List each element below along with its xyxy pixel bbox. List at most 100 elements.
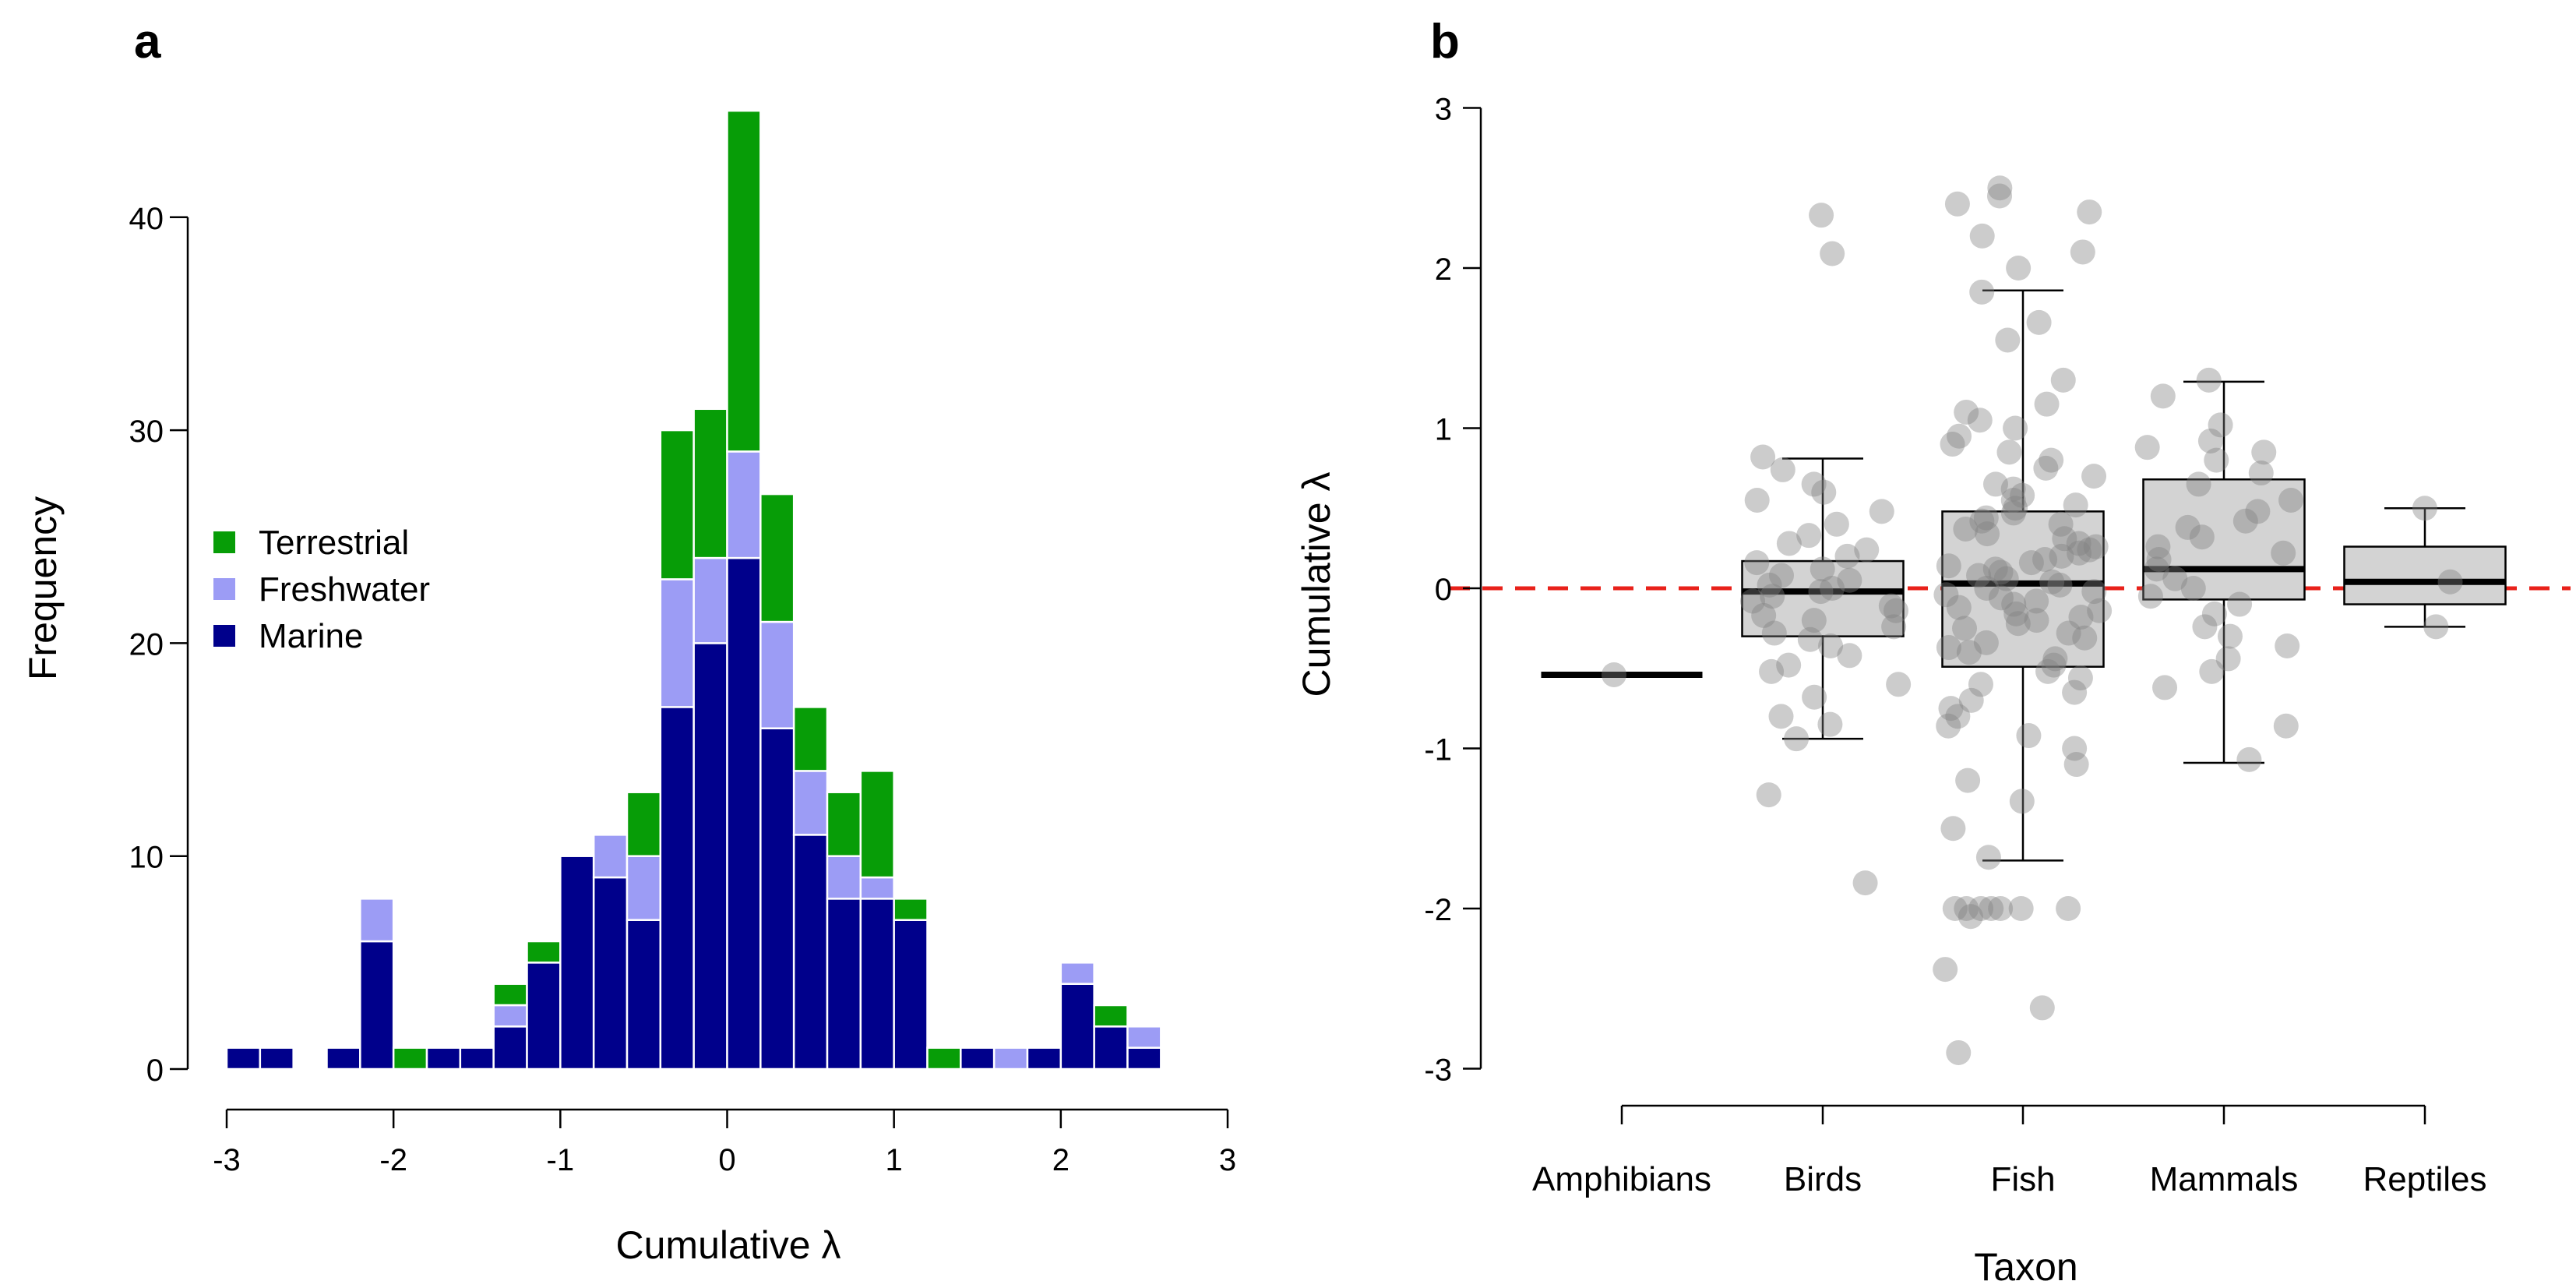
data-point-fish xyxy=(2050,367,2076,393)
data-point-fish xyxy=(2077,537,2102,563)
data-point-birds xyxy=(1757,572,1782,598)
histogram-bar-marine xyxy=(492,1025,528,1071)
histogram-bar-freshwater xyxy=(826,855,862,900)
data-point-mammals xyxy=(2217,623,2243,649)
y-tick-label: 10 xyxy=(129,841,164,875)
histogram-bar-terrestrial xyxy=(759,492,795,623)
data-point-mammals xyxy=(2201,601,2227,626)
data-point-fish xyxy=(2081,579,2107,605)
data-point-fish xyxy=(1969,508,1995,534)
histogram-bar-marine xyxy=(792,834,829,1071)
histogram-bar-terrestrial xyxy=(859,770,895,879)
y-tick-label: -2 xyxy=(1424,893,1452,927)
data-point-fish xyxy=(1975,845,2001,870)
histogram-bar-freshwater xyxy=(359,898,395,943)
data-point-fish xyxy=(1933,582,1959,608)
data-point-birds xyxy=(1837,567,1862,593)
boxplot-panel: b -3 -2 -1 0 1 2 3 Amphibians Birds Fish Mammals R… xyxy=(1295,15,2571,1288)
data-point-fish xyxy=(2032,547,2058,573)
data-point-birds xyxy=(1809,203,1834,228)
histogram-bar-terrestrial xyxy=(659,429,695,580)
histogram-bar-terrestrial xyxy=(792,706,829,772)
histogram-bar-marine xyxy=(859,898,895,1071)
data-point-fish xyxy=(2042,646,2068,672)
data-point-birds xyxy=(1744,550,1770,576)
histogram-bar-marine xyxy=(1026,1046,1062,1071)
data-point-birds xyxy=(1768,704,1794,729)
data-point-fish xyxy=(1996,439,2022,465)
panel-label-b: b xyxy=(1430,15,1460,69)
legend-swatch-marine xyxy=(213,625,235,647)
legend-swatch-freshwater xyxy=(213,578,235,600)
y-tick-label: -1 xyxy=(1424,733,1452,768)
data-point-fish xyxy=(1973,630,1999,655)
data-point-fish xyxy=(2029,995,2055,1021)
data-point-fish xyxy=(1995,327,2021,353)
data-point-fish xyxy=(1956,640,1982,665)
data-point-fish xyxy=(2035,658,2061,684)
histogram-bar-marine xyxy=(559,855,595,1071)
data-point-birds xyxy=(1744,487,1770,513)
data-point-fish xyxy=(1942,896,1968,921)
data-point-mammals xyxy=(2208,412,2233,438)
data-point-fish xyxy=(2008,896,2034,921)
legend-label-terrestrial: Terrestrial xyxy=(259,524,409,562)
data-point-mammals xyxy=(2146,547,2172,573)
data-point-fish xyxy=(2009,789,2035,814)
data-point-fish xyxy=(1969,279,1995,305)
data-point-fish xyxy=(1968,896,1994,921)
data-point-birds xyxy=(1820,576,1845,601)
x-tick-label: 1 xyxy=(886,1143,903,1177)
data-point-birds xyxy=(1852,870,1878,896)
data-point-fish xyxy=(2033,455,2059,481)
x-tick-label: Fish xyxy=(1990,1160,2055,1198)
data-point-mammals xyxy=(2199,658,2225,684)
data-point-birds xyxy=(1770,457,1795,482)
data-point-fish xyxy=(2077,199,2102,225)
data-point-mammals xyxy=(2175,514,2201,540)
box-fish xyxy=(1941,289,2105,862)
x-tick-label: Birds xyxy=(1784,1160,1862,1198)
data-point-fish xyxy=(1969,223,1995,249)
histogram-bar-freshwater xyxy=(992,1046,1029,1071)
histogram-bar-marine xyxy=(592,876,629,1071)
histogram-bar-terrestrial xyxy=(1093,1004,1129,1028)
histogram-bar-freshwater xyxy=(659,578,695,708)
panel-label-a: a xyxy=(134,15,161,69)
y-axis: 0 10 20 30 40 xyxy=(129,202,189,1088)
data-point-fish xyxy=(1954,399,1979,425)
data-point-birds xyxy=(1776,531,1802,556)
data-point-mammals xyxy=(2273,713,2299,739)
histogram-bar-marine xyxy=(893,919,929,1071)
data-point-birds xyxy=(1801,471,1827,497)
data-point-birds xyxy=(1810,556,1835,582)
data-point-birds xyxy=(1869,499,1894,524)
data-point-fish xyxy=(2049,543,2074,569)
data-point-mammals xyxy=(2227,591,2253,617)
data-point-birds xyxy=(1820,241,1845,266)
data-point-mammals xyxy=(2251,439,2277,465)
box-iqr xyxy=(2142,478,2306,601)
data-point-birds xyxy=(1756,782,1781,808)
histogram-bar-marine xyxy=(960,1046,996,1071)
data-point-fish xyxy=(1936,713,1961,739)
data-point-fish xyxy=(2000,500,2026,526)
data-point-fish xyxy=(1968,672,1993,697)
data-point-mammals xyxy=(2196,367,2222,393)
histogram-bar-marine xyxy=(326,1046,361,1071)
data-point-fish xyxy=(2083,534,2109,559)
histogram-bar-marine xyxy=(1093,1025,1129,1071)
data-point-fish xyxy=(2005,611,2031,637)
data-point-fish xyxy=(2003,496,2028,521)
data-point-birds xyxy=(1761,620,1787,646)
data-point-mammals xyxy=(2204,447,2229,473)
data-point-birds xyxy=(1769,563,1795,588)
data-point-fish xyxy=(1947,423,1972,449)
x-tick-label: 3 xyxy=(1219,1143,1236,1177)
box-reptiles xyxy=(2343,507,2507,628)
histogram-bar-freshwater xyxy=(625,855,662,921)
histogram-panel: a 0 10 20 30 40 -3 -2 -1 0 1 2 3 Frequency Cumulat… xyxy=(21,15,1236,1267)
data-point-birds xyxy=(1808,579,1834,605)
data-point-fish xyxy=(2081,464,2107,489)
histogram-bar-terrestrial xyxy=(726,109,762,453)
